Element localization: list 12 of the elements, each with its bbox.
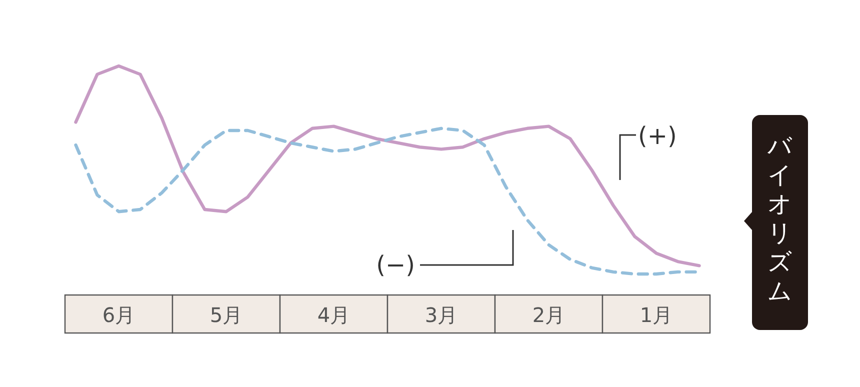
x-tick-label: 5月	[210, 303, 243, 327]
annotation: (+)	[638, 122, 677, 150]
x-tick-label: 3月	[424, 303, 458, 327]
annotation: (+)	[619, 122, 677, 180]
x-tick-label: 1月	[640, 303, 673, 327]
ylabel: バイオリズム	[744, 115, 808, 330]
annotation: (−)	[376, 251, 415, 279]
x-tick-label: 4月	[317, 303, 350, 327]
x-tick-label: 6月	[102, 303, 136, 327]
y-axis-title: バイオリズム	[766, 132, 792, 305]
annotation: (−)	[376, 230, 514, 279]
x-tick-label: 2月	[532, 303, 566, 327]
